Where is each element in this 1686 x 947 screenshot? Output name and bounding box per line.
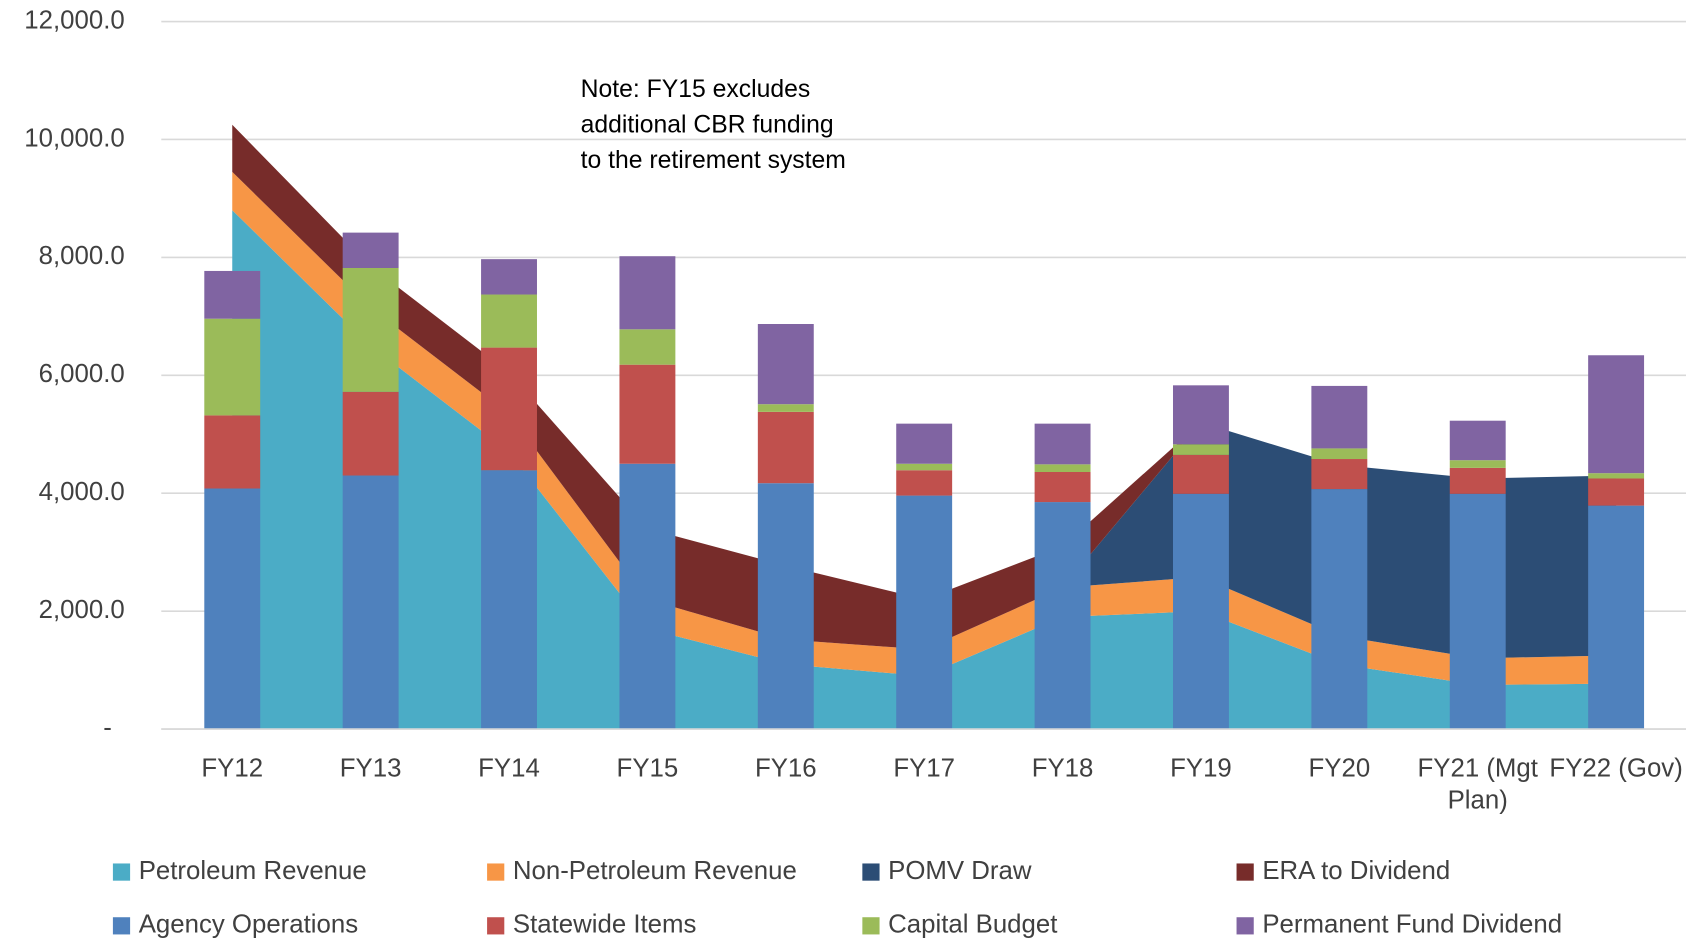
legend-swatch	[862, 863, 880, 881]
x-tick-box: FY13	[339, 753, 402, 783]
x-tick-label: FY12	[201, 753, 264, 783]
legend-swatch	[487, 917, 505, 935]
x-tick-box: FY12	[201, 753, 264, 783]
x-tick-label: FY22 (Gov)	[1549, 753, 1683, 783]
y-tick-label: 2,000.0	[39, 596, 125, 624]
bar-segment	[1588, 355, 1645, 474]
y-tick-label: 10,000.0	[24, 124, 124, 152]
bar-segment	[896, 423, 953, 464]
y-tick-label: 12,000.0	[24, 6, 124, 34]
bar-segment	[619, 256, 676, 330]
bar-segment	[1034, 423, 1091, 465]
bar-segment	[1449, 493, 1506, 730]
bar-segment	[1034, 502, 1091, 730]
x-tick-box: FY18	[1031, 753, 1094, 783]
legend-label: Agency Operations	[139, 911, 358, 939]
x-tick-label: FY13	[339, 753, 402, 783]
legend-label: Petroleum Revenue	[139, 857, 367, 885]
bar-segment	[204, 318, 261, 416]
bar-segment	[619, 364, 676, 464]
bar-segment	[1172, 493, 1229, 730]
bar-segment	[204, 488, 261, 730]
bar-segment	[1588, 478, 1645, 506]
bar-segment	[342, 391, 399, 476]
x-tick-box: FY19	[1170, 753, 1232, 783]
bar-segment	[757, 483, 814, 730]
bar-segment	[1449, 460, 1506, 468]
bar-segment	[896, 470, 953, 496]
legend-label: POMV Draw	[888, 857, 1032, 885]
bar-segment	[1449, 467, 1506, 494]
bar-segment	[757, 324, 814, 405]
bar-segment	[342, 267, 399, 392]
legend-swatch	[112, 917, 131, 935]
bar-segment	[204, 415, 261, 489]
legend-label: Non-Petroleum Revenue	[513, 857, 797, 885]
bar-segment	[1588, 473, 1645, 479]
bar-segment	[1034, 471, 1091, 503]
x-tick-box: FY17	[893, 753, 956, 783]
bar-segment	[1311, 459, 1368, 490]
bar-segment	[1311, 489, 1368, 730]
bar-segment	[342, 232, 399, 268]
legend-label: ERA to Dividend	[1262, 857, 1450, 885]
x-tick-label: FY21 (Mgt Plan)	[1417, 753, 1538, 816]
area	[232, 171, 1617, 659]
x-tick-label: FY18	[1031, 753, 1094, 783]
bar-segment	[342, 475, 399, 730]
y-tick-label: -	[103, 714, 112, 742]
x-tick-box: FY14	[478, 753, 540, 783]
bar-segment	[757, 411, 814, 484]
y-tick-label: 4,000.0	[39, 478, 125, 506]
bar-segment	[1172, 444, 1229, 455]
legend-label: Capital Budget	[888, 911, 1057, 939]
area	[232, 210, 1617, 730]
x-tick-label: FY20	[1308, 753, 1371, 783]
bar-segment	[619, 463, 676, 730]
bar-segment	[1311, 385, 1368, 449]
x-tick-label: FY16	[754, 753, 817, 783]
x-tick-box: FY16	[754, 753, 817, 783]
x-tick-box: FY22 (Gov)	[1549, 753, 1683, 783]
legend-swatch	[487, 863, 505, 881]
annotation: Note: FY15 excludes additional CBR fundi…	[580, 74, 846, 174]
legend-label: Permanent Fund Dividend	[1262, 911, 1562, 939]
x-tick-box: FY20	[1308, 753, 1371, 783]
legend-swatch	[112, 863, 131, 881]
bar-segment	[1449, 420, 1506, 461]
y-tick-label: 8,000.0	[39, 242, 125, 270]
bar-segment	[1172, 454, 1229, 494]
bar-segment	[481, 259, 537, 295]
bar-segment	[896, 495, 953, 730]
bar-segment	[481, 294, 537, 348]
x-tick-label: FY17	[893, 753, 956, 783]
bar-segment	[1034, 464, 1091, 472]
legend-swatch	[1236, 917, 1254, 935]
legend-label: Statewide Items	[513, 911, 697, 939]
bar-segment	[1311, 448, 1368, 460]
x-tick-box: FY21 (Mgt Plan)	[1417, 753, 1538, 816]
x-tick-label: FY15	[616, 753, 679, 783]
bar-segment	[757, 404, 814, 412]
legend-swatch	[862, 917, 880, 935]
bar-segment	[481, 347, 537, 471]
bar-segment	[481, 470, 537, 730]
x-tick-box: FY15	[616, 753, 679, 783]
annotation-box: Note: FY15 excludes additional CBR fundi…	[580, 74, 846, 174]
bar-segment	[204, 270, 261, 319]
y-tick-label: 6,000.0	[39, 360, 125, 388]
bar-segment	[619, 329, 676, 365]
bar-segment	[1588, 505, 1645, 730]
x-tick-label: FY19	[1170, 753, 1232, 783]
legend-swatch	[1236, 863, 1254, 881]
x-tick-label: FY14	[478, 753, 540, 783]
bar-segment	[1172, 385, 1229, 445]
bar-segment	[896, 463, 953, 471]
